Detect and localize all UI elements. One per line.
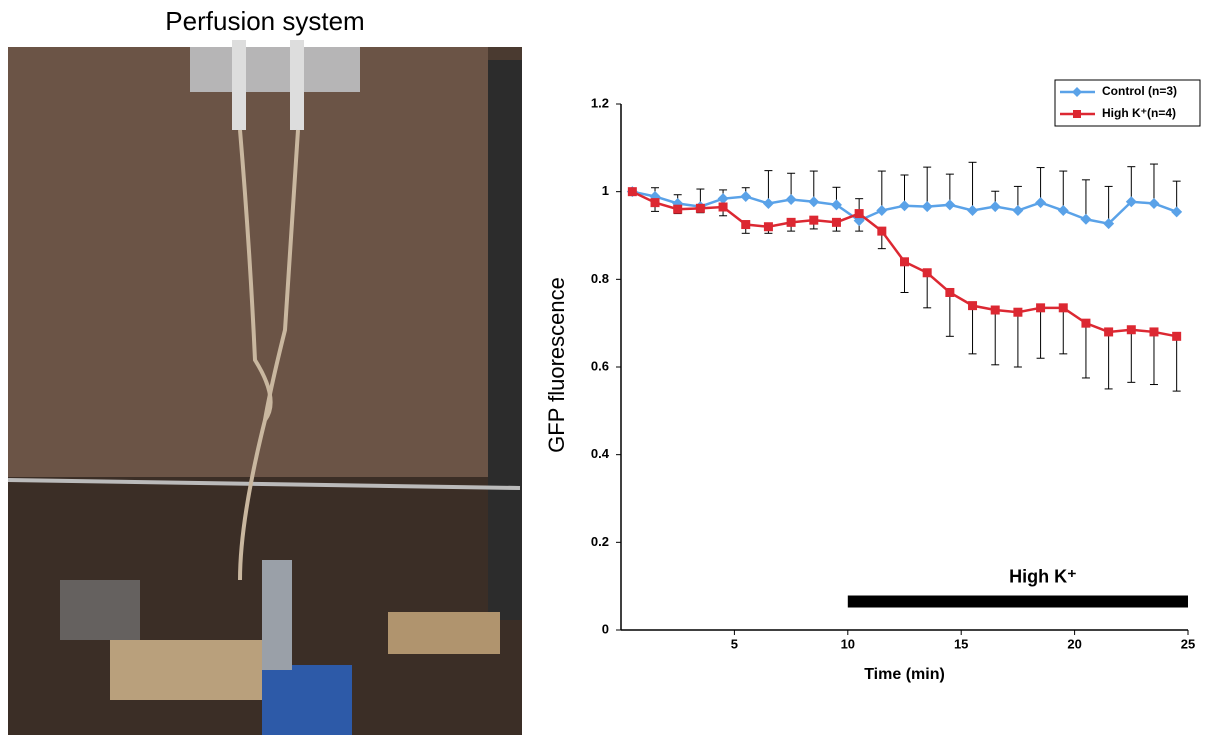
photo (7, 40, 522, 735)
y-axis-label: GFP fluorescence (544, 277, 569, 453)
marker (808, 196, 820, 208)
marker (922, 268, 932, 278)
marker (1036, 303, 1046, 313)
marker (990, 305, 1000, 315)
marker (831, 217, 841, 227)
marker (1104, 327, 1114, 337)
marker (967, 205, 979, 217)
x-tick-label: 25 (1181, 636, 1195, 651)
marker (762, 198, 774, 210)
legend-label: High K⁺(n=4) (1102, 106, 1176, 120)
x-tick-label: 10 (841, 636, 855, 651)
marker (718, 202, 728, 212)
marker (921, 201, 933, 213)
marker (627, 187, 637, 197)
marker (1126, 325, 1136, 335)
legend-box (1054, 79, 1201, 127)
marker (1057, 205, 1069, 217)
y-tick-label: 0 (602, 621, 609, 636)
marker (717, 193, 729, 205)
y-tick-label: 0.4 (591, 446, 610, 461)
marker (900, 257, 909, 267)
marker (650, 198, 660, 208)
legend-label: Control (n=3) (1102, 84, 1177, 98)
marker (809, 215, 819, 225)
marker (741, 220, 751, 230)
marker (1012, 205, 1024, 217)
x-tick-label: 15 (954, 636, 968, 651)
x-axis-label: Time (min) (864, 666, 945, 683)
y-tick-label: 0.6 (591, 358, 609, 373)
marker (1172, 331, 1182, 341)
marker (1058, 303, 1068, 313)
annotation-bar (847, 595, 1188, 608)
marker (1125, 196, 1137, 208)
y-tick-label: 0.2 (591, 534, 609, 549)
legend-marker (1072, 87, 1082, 97)
marker (899, 200, 910, 212)
x-tick-label: 20 (1067, 636, 1081, 651)
marker (1035, 197, 1047, 209)
marker (1148, 198, 1160, 210)
y-tick-label: 1.2 (591, 95, 609, 110)
marker (854, 209, 864, 219)
marker (877, 226, 887, 236)
marker (830, 199, 842, 211)
marker (1171, 206, 1183, 218)
marker (786, 217, 796, 227)
marker (1149, 327, 1159, 337)
marker (1103, 218, 1115, 230)
marker (1080, 213, 1092, 225)
marker (740, 190, 752, 202)
panel-title: Perfusion system (165, 6, 364, 36)
marker (1013, 307, 1023, 317)
marker (785, 194, 797, 206)
marker (763, 222, 773, 232)
legend-marker (1073, 110, 1081, 118)
annotation-text: High K⁺ (1009, 566, 1077, 586)
marker (945, 287, 955, 297)
y-tick-label: 1 (602, 183, 609, 198)
marker (944, 199, 956, 211)
marker (673, 204, 683, 214)
marker (1081, 318, 1091, 328)
marker (989, 201, 1001, 213)
x-tick-label: 5 (731, 636, 738, 651)
marker (968, 301, 978, 311)
marker (876, 205, 888, 217)
y-tick-label: 0.8 (591, 271, 609, 286)
marker (695, 203, 705, 213)
